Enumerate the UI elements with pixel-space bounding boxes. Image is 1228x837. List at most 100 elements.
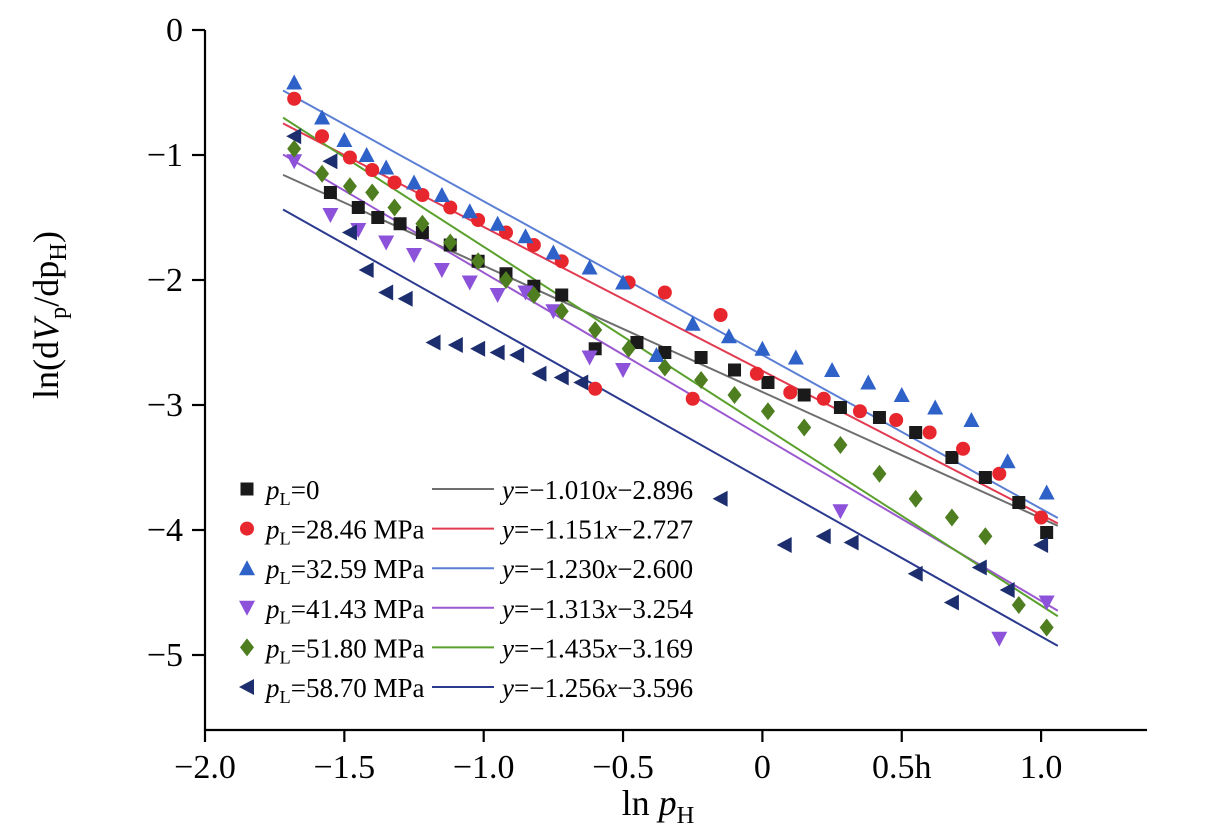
fit-line-3 (282, 153, 1059, 612)
data-point-marker (1033, 537, 1049, 553)
data-point-marker (387, 198, 402, 217)
data-point-marker (588, 381, 603, 396)
data-point-marker (713, 308, 728, 322)
data-point-marker (342, 150, 357, 165)
legend-item-0 (240, 482, 494, 496)
data-point-marker (443, 233, 458, 252)
fit-line-5 (282, 208, 1059, 647)
data-point-marker (517, 285, 534, 301)
legend-equation: y=−1.010x−2.896 (499, 475, 693, 505)
data-point-marker (517, 228, 534, 244)
data-point-marker (833, 436, 848, 454)
data-point-marker (555, 288, 569, 302)
data-point-marker (433, 187, 450, 202)
data-point-marker (365, 183, 380, 202)
legend-marker-icon (240, 521, 254, 536)
legend-label: pL=32.59 MPa (264, 554, 424, 588)
data-point-marker (545, 244, 562, 260)
data-point-marker (286, 128, 302, 145)
legend-item-3 (239, 600, 494, 616)
legend-marker-icon (240, 638, 254, 657)
legend-marker-icon (239, 679, 254, 695)
data-point-marker (922, 425, 937, 440)
x-tick-label: −2.0 (174, 749, 236, 786)
y-axis-title: ln(dVp/dpH) (26, 231, 72, 399)
data-point-marker (358, 262, 374, 278)
data-point-marker (776, 537, 792, 553)
y-tick-label: −4 (147, 512, 183, 549)
y-tick-label: 0 (166, 12, 183, 49)
data-point-marker (286, 74, 303, 90)
data-point-marker (378, 235, 395, 251)
data-point-marker (553, 369, 569, 386)
data-point-marker (872, 464, 887, 483)
data-point-marker (322, 208, 339, 223)
data-point-marker (471, 252, 486, 271)
data-point-marker (406, 174, 423, 190)
data-point-marker (991, 631, 1008, 647)
data-point-marker (526, 286, 541, 304)
data-point-marker (833, 401, 847, 414)
legend-equation: y=−1.230x−2.600 (499, 554, 693, 584)
x-tick-label: 0.5h (872, 749, 932, 786)
data-point-marker (461, 275, 478, 291)
legend-equation: y=−1.151x−2.727 (499, 515, 693, 545)
data-point-marker (315, 129, 330, 144)
data-point-marker (630, 336, 644, 349)
data-point-marker (1038, 595, 1055, 611)
data-point-marker (1012, 496, 1026, 509)
y-tick-label: −5 (147, 637, 183, 674)
data-point-marker (554, 302, 569, 321)
data-point-marker (971, 559, 987, 576)
legend-item-5 (239, 679, 494, 695)
legend-equation: y=−1.256x−3.596 (499, 673, 693, 703)
data-point-marker (415, 188, 430, 202)
data-point-marker (498, 271, 513, 289)
x-tick-label: 1.0 (1020, 749, 1063, 786)
legend (239, 482, 494, 695)
fit-line-1 (282, 122, 1059, 525)
data-point-marker (712, 490, 728, 507)
data-point-marker (573, 374, 589, 391)
data-point-marker (314, 109, 331, 125)
data-point-marker (1011, 596, 1026, 614)
data-point-marker (945, 451, 959, 464)
data-point-marker (978, 527, 993, 546)
data-point-marker (1040, 526, 1054, 539)
data-point-marker (371, 211, 385, 224)
x-tick-label: −0.5 (592, 749, 654, 786)
data-point-marker (787, 349, 804, 365)
legend-label: pL=58.70 MPa (264, 673, 424, 707)
data-point-marker (685, 391, 700, 406)
fit-line-2 (282, 89, 1059, 519)
data-point-marker (1038, 484, 1055, 500)
data-point-marker (621, 339, 636, 358)
legend-equation: y=−1.313x−3.254 (499, 594, 694, 624)
data-point-marker (615, 363, 632, 378)
data-point-marker (358, 147, 375, 162)
legend-item-4 (240, 638, 494, 657)
data-point-marker (378, 284, 394, 301)
data-point-marker (470, 340, 486, 357)
data-point-marker (387, 175, 402, 190)
data-point-marker (694, 351, 708, 364)
legend-item-2 (239, 560, 494, 576)
data-point-marker (406, 248, 423, 263)
data-point-marker (927, 399, 944, 415)
legend-marker-icon (240, 482, 254, 496)
data-point-marker (287, 91, 302, 106)
data-point-marker (684, 315, 701, 331)
data-point-marker (461, 203, 478, 219)
series-4-points (287, 139, 1054, 637)
legend-item-1 (240, 521, 494, 536)
axes: 0 −1 −2 −3 −4 −5 −2.0 −1.5 −1.0 −0.5 0 0.5h 1.0 (147, 12, 1147, 786)
data-point-marker (843, 534, 859, 551)
y-tick-label: −1 (147, 137, 183, 174)
data-point-marker (761, 376, 775, 389)
data-point-marker (658, 346, 672, 359)
data-point-marker (872, 411, 886, 424)
data-point-marker (727, 386, 742, 404)
x-tick-label: 0 (754, 749, 771, 786)
